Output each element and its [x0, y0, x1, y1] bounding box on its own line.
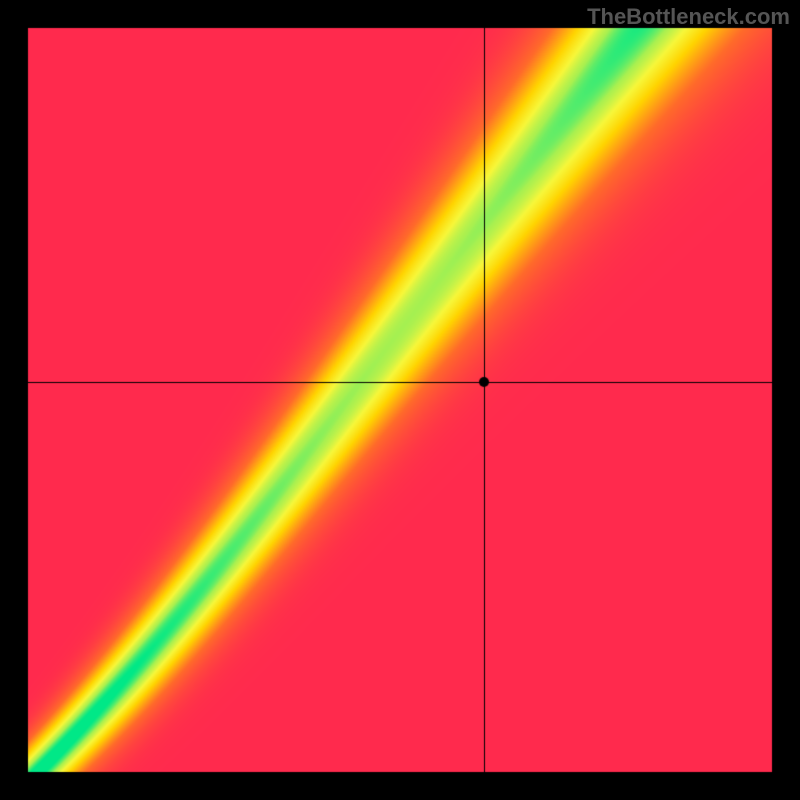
heatmap-canvas [0, 0, 800, 800]
watermark-text: TheBottleneck.com [587, 4, 790, 30]
chart-container: TheBottleneck.com [0, 0, 800, 800]
